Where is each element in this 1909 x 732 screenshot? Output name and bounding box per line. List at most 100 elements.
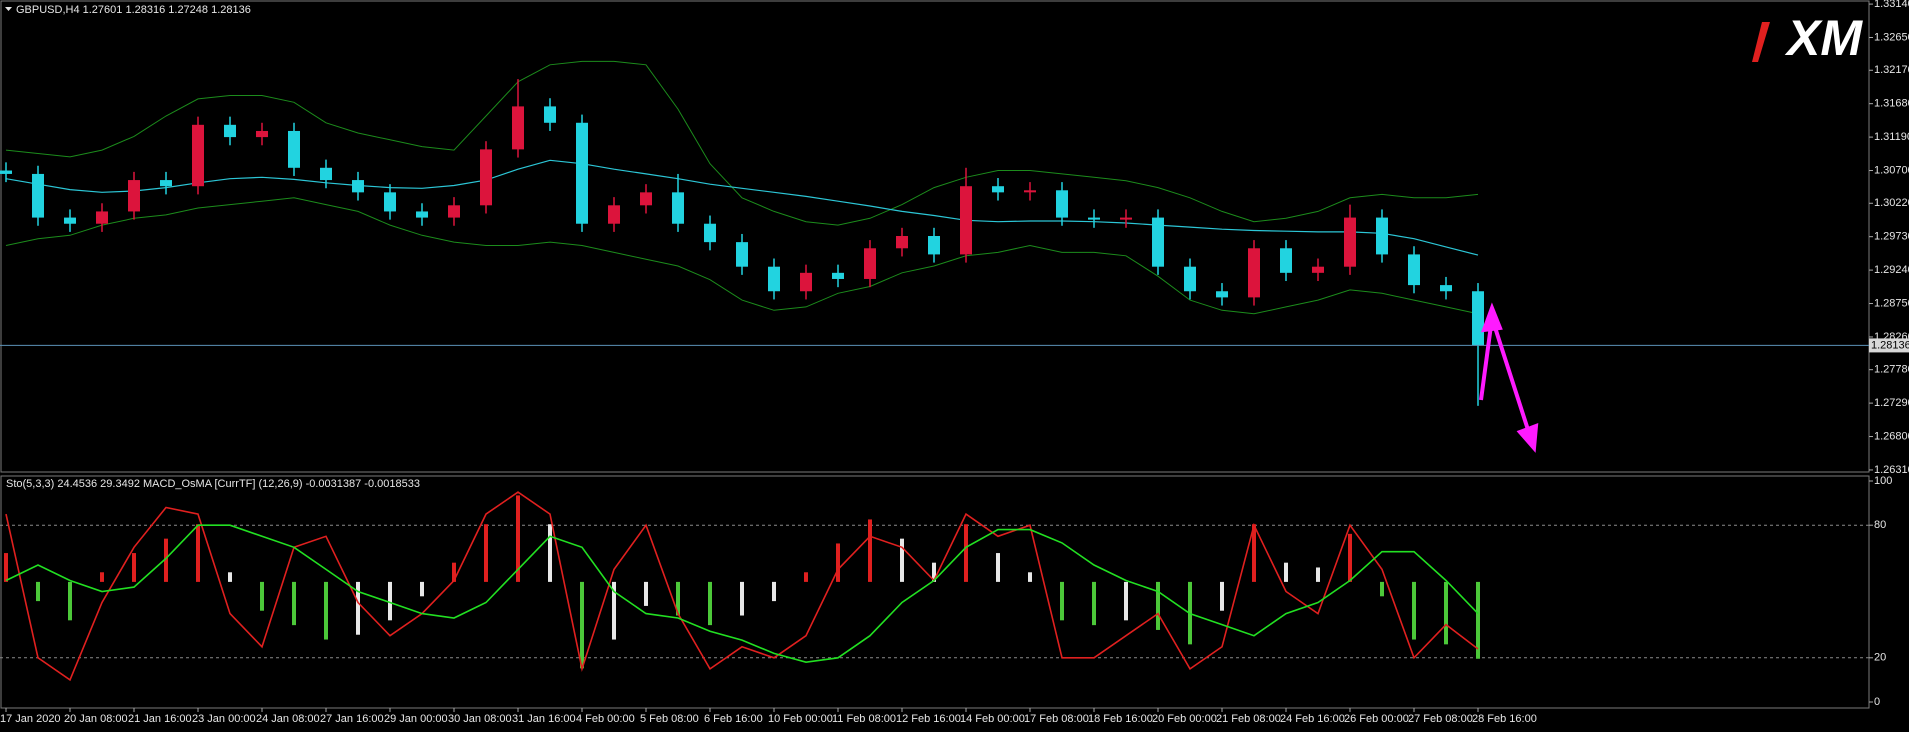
candle-body xyxy=(928,236,940,255)
histogram-bar xyxy=(868,519,872,582)
x-tick-label: 11 Feb 08:00 xyxy=(832,713,896,725)
candle-body xyxy=(960,186,972,255)
candle-body xyxy=(1056,190,1068,218)
candle-body xyxy=(448,205,460,218)
histogram-bar xyxy=(932,562,936,582)
histogram-bar xyxy=(1476,581,1480,659)
candle-body xyxy=(672,192,684,224)
histogram-bar xyxy=(1252,524,1256,582)
candle-body xyxy=(608,205,620,224)
candle-body xyxy=(1408,254,1420,286)
menu-arrow[interactable] xyxy=(5,7,12,11)
candle-body xyxy=(1344,217,1356,267)
y-tick-label: 20 xyxy=(1874,652,1886,664)
candle-body xyxy=(640,192,652,206)
candle-body xyxy=(96,211,108,224)
histogram-bar xyxy=(292,581,296,626)
candle-body xyxy=(352,180,364,193)
y-tick-label: 1.31680 xyxy=(1874,98,1909,110)
x-tick-label: 26 Feb 00:00 xyxy=(1344,713,1409,725)
y-tick-label: 100 xyxy=(1874,475,1892,487)
histogram-bar xyxy=(804,572,808,582)
candle-body xyxy=(768,266,780,292)
x-tick-label: 21 Feb 08:00 xyxy=(1216,713,1281,725)
y-tick-label: 1.29240 xyxy=(1874,264,1909,276)
sub-header: Sto(5,3,3) 24.4536 29.3492 MACD_OsMA [Cu… xyxy=(6,478,420,490)
x-tick-label: 12 Feb 16:00 xyxy=(896,713,961,725)
candle-body xyxy=(896,236,908,249)
histogram-bar xyxy=(772,581,776,602)
x-tick-label: 4 Feb 00:00 xyxy=(576,713,635,725)
candle-body xyxy=(32,173,44,218)
candle-body xyxy=(1088,217,1100,220)
histogram-bar xyxy=(548,524,552,582)
candle-body xyxy=(736,242,748,267)
candle-body xyxy=(128,180,140,212)
y-tick-label: 80 xyxy=(1874,519,1886,531)
histogram-bar xyxy=(324,581,328,640)
histogram-bar xyxy=(708,581,712,626)
x-tick-label: 17 Feb 08:00 xyxy=(1024,713,1089,725)
candle-body xyxy=(288,130,300,168)
histogram-bar xyxy=(68,581,72,621)
x-tick-label: 14 Feb 00:00 xyxy=(960,713,1025,725)
histogram-bar xyxy=(1444,581,1448,645)
x-tick-label: 24 Feb 16:00 xyxy=(1280,713,1345,725)
candle-body xyxy=(320,167,332,181)
histogram-bar xyxy=(900,538,904,582)
logo-mark xyxy=(1752,22,1770,62)
histogram-bar xyxy=(132,553,136,582)
candle-body xyxy=(992,186,1004,193)
candle-body xyxy=(864,248,876,279)
histogram-bar xyxy=(1412,581,1416,640)
candle-body xyxy=(544,106,556,123)
histogram-bar xyxy=(676,581,680,616)
bollinger-lower xyxy=(5,197,1479,315)
candle-body xyxy=(800,272,812,292)
histogram-bar xyxy=(1028,572,1032,582)
candle-body xyxy=(576,122,588,224)
candle-body xyxy=(224,124,236,138)
y-tick-label: 1.28750 xyxy=(1874,297,1909,309)
x-tick-label: 20 Feb 00:00 xyxy=(1152,713,1217,725)
x-tick-label: 30 Jan 08:00 xyxy=(448,713,512,725)
histogram-bar xyxy=(260,581,264,611)
histogram-bar xyxy=(1316,567,1320,582)
histogram-bar xyxy=(644,581,648,606)
x-tick-label: 6 Feb 16:00 xyxy=(704,713,763,725)
main-header: GBPUSD,H4 1.27601 1.28316 1.27248 1.2813… xyxy=(16,4,251,16)
x-tick-label: 31 Jan 16:00 xyxy=(512,713,576,725)
x-tick-label: 24 Jan 08:00 xyxy=(256,713,320,725)
candle-body xyxy=(480,149,492,206)
candle-body xyxy=(1152,217,1164,267)
x-tick-label: 10 Feb 00:00 xyxy=(768,713,833,725)
bollinger-upper xyxy=(5,60,1479,226)
histogram-bar xyxy=(1284,562,1288,582)
y-tick-label: 1.32650 xyxy=(1874,31,1909,43)
candle-body xyxy=(1216,291,1228,298)
candle-body xyxy=(256,130,268,138)
histogram-bar xyxy=(516,495,520,582)
histogram-bar xyxy=(1060,581,1064,621)
candle-body xyxy=(1472,291,1484,346)
candle-body xyxy=(512,106,524,150)
candle-body xyxy=(64,217,76,224)
moving-average xyxy=(5,159,1479,256)
histogram-bar xyxy=(1092,581,1096,626)
candle-body xyxy=(1024,190,1036,193)
x-tick-label: 23 Jan 00:00 xyxy=(192,713,256,725)
x-tick-label: 5 Feb 08:00 xyxy=(640,713,699,725)
histogram-bar xyxy=(164,538,168,582)
y-tick-label: 1.31190 xyxy=(1874,131,1909,143)
x-tick-label: 29 Jan 00:00 xyxy=(384,713,448,725)
histogram-bar xyxy=(836,543,840,582)
y-tick-label: 1.27290 xyxy=(1874,397,1909,409)
candle-body xyxy=(0,170,12,174)
candle-body xyxy=(384,192,396,212)
y-tick-label: 1.26310 xyxy=(1874,464,1909,476)
candle-body xyxy=(416,211,428,218)
histogram-bar xyxy=(356,581,360,635)
histogram-bar xyxy=(1156,581,1160,630)
